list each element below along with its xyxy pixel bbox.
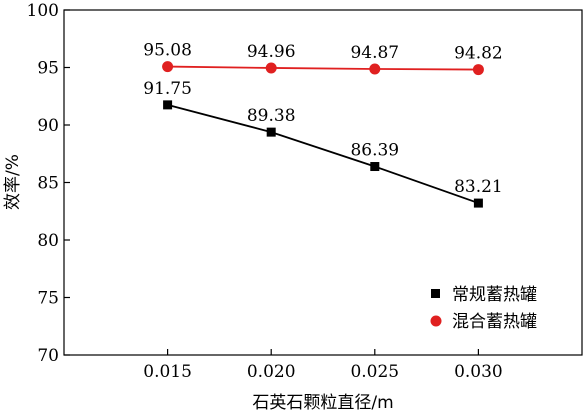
y-tick-label-100: 100 xyxy=(27,1,59,21)
x-tick-label-2: 0.025 xyxy=(350,362,399,382)
series-1-label-3: 83.21 xyxy=(454,177,503,197)
series-2-label-0: 95.08 xyxy=(143,41,192,61)
legend-label-series-2: 混合蓄热罐 xyxy=(452,312,537,332)
series-1-point-3 xyxy=(473,198,483,208)
data-labels: 91.75 89.38 86.39 83.21 95.08 94.96 94.87 94.82 xyxy=(143,41,502,198)
series-layer xyxy=(162,61,484,208)
y-axis-title: 效率/% xyxy=(3,154,23,210)
series-line-2 xyxy=(167,65,479,71)
series-2-point-0 xyxy=(162,61,174,73)
series-1-label-1: 89.38 xyxy=(247,106,296,126)
x-axis: 0.015 0.020 0.025 0.030 xyxy=(143,349,503,382)
y-tick-label-80: 80 xyxy=(37,231,59,251)
y-tick-label-90: 90 xyxy=(37,116,59,136)
series-1-point-2 xyxy=(370,162,380,172)
series-2-label-1: 94.96 xyxy=(247,42,296,62)
series-1-label-0: 91.75 xyxy=(143,79,192,99)
series-1-label-2: 86.39 xyxy=(350,141,399,161)
y-tick-label-75: 75 xyxy=(37,289,59,309)
series-2-label-2: 94.87 xyxy=(350,43,399,63)
legend-marker-circle xyxy=(430,315,442,327)
series-2-point-2 xyxy=(369,63,381,75)
y-tick-label-70: 70 xyxy=(37,346,59,366)
x-tick-label-1: 0.020 xyxy=(247,362,296,382)
x-tick-label-0: 0.015 xyxy=(143,362,192,382)
y-axis: 70 75 80 85 90 95 100 xyxy=(27,1,70,366)
legend: 常规蓄热罐 混合蓄热罐 xyxy=(430,285,537,332)
legend-marker-square xyxy=(431,289,440,298)
x-axis-title: 石英石颗粒直径/m xyxy=(252,393,393,413)
legend-label-series-1: 常规蓄热罐 xyxy=(452,285,537,305)
series-1-point-0 xyxy=(163,100,173,110)
x-tick-label-3: 0.030 xyxy=(454,362,503,382)
series-2-point-1 xyxy=(265,62,277,74)
series-2-point-3 xyxy=(472,64,484,76)
series-1-point-1 xyxy=(266,127,276,137)
series-line-1 xyxy=(167,104,479,204)
y-tick-label-85: 85 xyxy=(37,174,59,194)
y-tick-label-95: 95 xyxy=(37,59,59,79)
series-2-label-3: 94.82 xyxy=(454,44,503,64)
